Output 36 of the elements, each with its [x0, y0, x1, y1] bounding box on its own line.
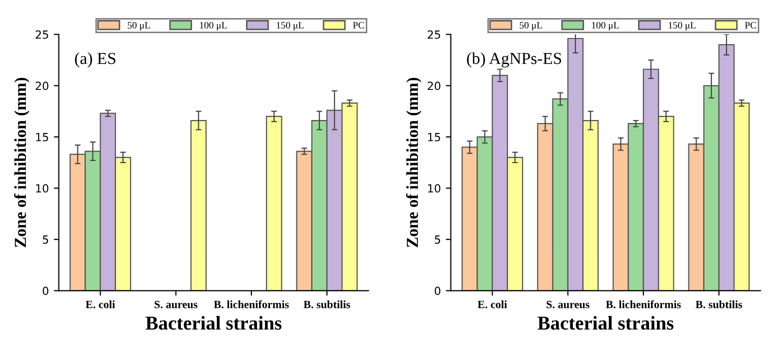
- x-axis-title: Bacterial strains: [538, 316, 674, 330]
- bar: [266, 116, 282, 291]
- legend-label: 100 μL: [592, 22, 619, 31]
- y-tick-label: 15: [36, 133, 48, 142]
- y-tick-label: 10: [36, 184, 48, 193]
- y-tick-label: 0: [434, 286, 440, 296]
- x-tick-label: B. licheniformis: [606, 300, 681, 308]
- y-tick-label: 25: [428, 30, 440, 39]
- x-tick-label: S. aureus: [154, 300, 198, 308]
- x-tick-label: B. subtilis: [304, 300, 350, 308]
- y-axis-title: Zone of inhibition (mm): [14, 78, 30, 248]
- y-tick-label: 15: [428, 133, 440, 142]
- y-tick-label: 5: [42, 236, 48, 244]
- x-tick-label: E. coli: [478, 300, 507, 308]
- legend-label: PC: [744, 22, 756, 29]
- y-tick-label: 0: [42, 286, 48, 296]
- y-axis-title: Zone of inhibition (mm): [406, 78, 422, 248]
- y-tick-label: 5: [434, 236, 440, 244]
- legend-label: PC: [352, 22, 364, 29]
- x-tick-label: B. subtilis: [696, 300, 742, 308]
- x-tick-label: S. aureus: [546, 300, 590, 308]
- legend-label: 50 μL: [128, 22, 150, 31]
- y-tick-label: 20: [428, 82, 440, 90]
- x-tick-label: E. coli: [86, 300, 115, 308]
- legend-label: 50 μL: [520, 22, 542, 31]
- y-tick-label: 20: [36, 82, 48, 90]
- y-tick-label: 10: [428, 184, 440, 193]
- y-tick-label: 25: [36, 30, 48, 39]
- legend-label: 100 μL: [200, 22, 227, 31]
- text: (a) ES: [75, 52, 116, 68]
- x-tick-label: B. licheniformis: [214, 300, 289, 308]
- legend-label: 150 μL: [668, 22, 696, 31]
- legend-label: 150 μL: [276, 22, 304, 31]
- text: (b) AgNPs-ES: [467, 52, 562, 68]
- bar: [190, 120, 207, 291]
- x-axis-title: Bacterial strains: [146, 316, 282, 330]
